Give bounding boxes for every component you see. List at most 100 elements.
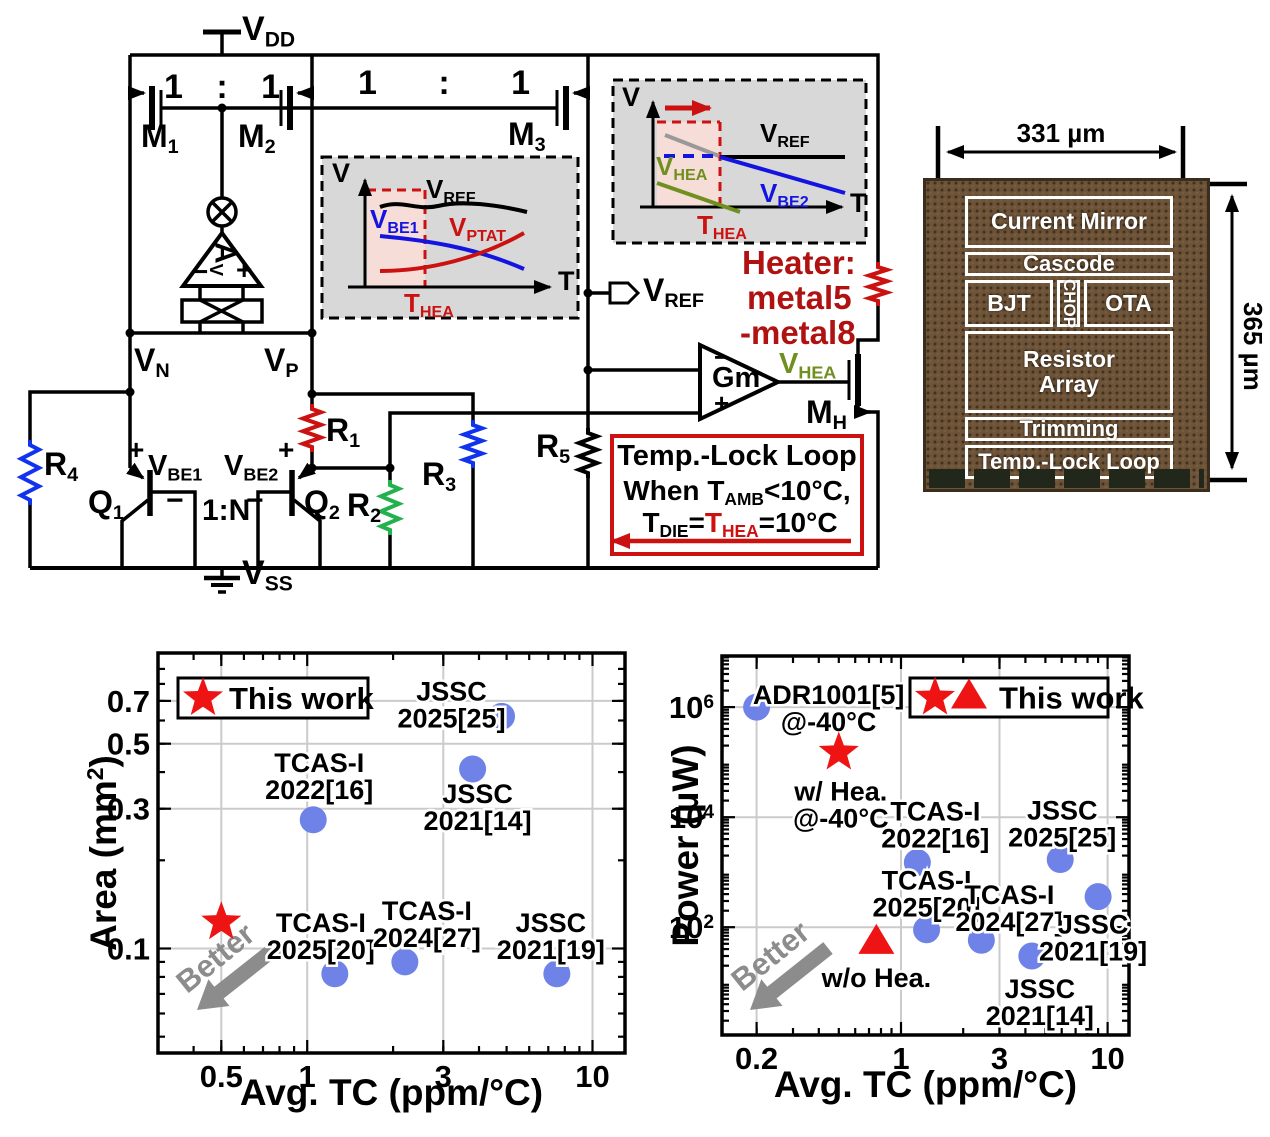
point-label: 2024[27]: [955, 907, 1063, 937]
inset1-t-axis-label: T: [558, 266, 575, 296]
gm-label: Gm: [712, 362, 761, 394]
temp-lock-loop-title: Temp.-Lock Loop: [617, 440, 857, 472]
point-label: TCAS-I: [964, 880, 1054, 910]
inset-graph-heated: [611, 78, 868, 245]
inset-graph-room-temp: [320, 155, 580, 320]
point-label: 2021[14]: [986, 1001, 1094, 1031]
heater-label-line1: Heater:: [742, 244, 856, 281]
point-label: 2025[25]: [397, 703, 505, 733]
plot-border: [156, 651, 627, 1055]
die-block-chop: CHOP: [1057, 279, 1080, 328]
gm-plus-label: +: [714, 388, 730, 418]
x-tick-label: 0.5: [200, 1059, 243, 1094]
vbe2-plus-label: +: [278, 434, 295, 465]
die-height-label: 365 µm: [1238, 302, 1268, 391]
r2-label: R2: [347, 487, 382, 527]
inset1-thea-label: THEA: [404, 288, 454, 321]
r1-resistor: [296, 404, 328, 452]
r5-label: R5: [536, 428, 571, 468]
point-label: @-40°C: [793, 803, 889, 833]
y-axis-label: Power (µW): [665, 744, 706, 946]
av-plus-label: +: [236, 254, 253, 285]
better-arrow: [750, 942, 833, 1010]
x-tick-label: 10: [575, 1059, 609, 1094]
point-label: 2025[25]: [1008, 823, 1116, 853]
q2-label: Q2: [304, 484, 340, 524]
legend-label: This work: [999, 681, 1144, 716]
x-tick-label: 0.2: [735, 1041, 778, 1076]
die-block-bjt: BJT: [965, 280, 1053, 327]
y-tick-label: 0.7: [107, 684, 150, 719]
vref-output-port-icon: [608, 281, 641, 305]
r4-label: R4: [44, 446, 79, 486]
transistors: [126, 86, 872, 516]
inset2-vbe2-label: VBE2: [760, 178, 809, 211]
r5-resistor: [573, 428, 603, 478]
x-tick-label: 10: [1090, 1041, 1124, 1076]
die-block-cascode: Cascode: [965, 251, 1173, 276]
point-label: w/o Hea.: [821, 963, 932, 993]
vref-port-label: VREF: [643, 272, 705, 312]
r3-resistor: [457, 420, 489, 468]
point-label: TCAS-I: [276, 908, 366, 938]
vdd-label: VDD: [242, 10, 296, 52]
point-label: @-40°C: [781, 707, 877, 737]
amplifier-chopper: [179, 196, 783, 423]
inset2-t-axis-label: T: [850, 188, 867, 218]
point-label: 2021[19]: [497, 935, 605, 965]
inset1-vptat-label: VPTAT: [449, 212, 507, 245]
inset1-vref-label: VREF: [426, 174, 476, 207]
y-tick-label: 0.5: [107, 727, 150, 762]
vhea-label: VHEA: [779, 348, 837, 383]
heater-label-line3: -metal8: [740, 314, 856, 351]
inset2-v-axis-label: V: [622, 82, 641, 112]
better-arrow: [197, 940, 283, 1010]
point-this-work: [201, 901, 242, 940]
vhea-line: [656, 181, 741, 214]
junctions: [125, 103, 593, 473]
heater-resistor: [862, 262, 894, 306]
point-label: JSSC: [1027, 796, 1098, 826]
temp-lock-condition-line: When TAMB<10°C,: [623, 475, 851, 510]
y-tick-label: 106: [669, 690, 714, 725]
point-label: w/ Hea.: [793, 776, 887, 806]
point-label: JSSC: [416, 676, 487, 706]
vbe1-plus-label: +: [128, 434, 145, 465]
r4-resistor: [16, 440, 44, 505]
vp-label: VP: [264, 342, 299, 382]
vbe2-label: VBE2: [224, 450, 279, 485]
die-micrograph: Current Mirror Cascode BJT CHOP OTA Resi…: [923, 178, 1210, 492]
vptat-curve: [379, 231, 525, 273]
plot-border: [720, 654, 1131, 1037]
die-block-ota: OTA: [1084, 280, 1173, 327]
y-tick-label: 0.3: [107, 792, 150, 827]
vbe2-minus-label: −: [246, 484, 264, 517]
r2-resistor: [375, 480, 405, 535]
vref-curve: [379, 201, 528, 214]
point-this-work-without-heater: w/o Hea.: [818, 923, 934, 995]
gm-minus-label: −: [714, 342, 730, 372]
x-axis-label: Avg. TC (ppm/°C): [240, 1072, 543, 1113]
av-amplifier: [179, 229, 265, 288]
heater-label-line2: metal5: [747, 279, 852, 316]
x-axis-label: Avg. TC (ppm/°C): [774, 1064, 1077, 1105]
point-label: TCAS-I: [274, 748, 364, 778]
inset1-v-axis-label: V: [332, 158, 351, 188]
point-label: 2025[20]: [267, 935, 375, 965]
point-label: TCAS-I: [882, 866, 972, 896]
point-label: ADR1001[5]: [753, 680, 905, 710]
legend-label: This work: [229, 681, 374, 716]
x-tick-label: 3: [991, 1041, 1008, 1076]
point-label: JSSC: [1005, 974, 1076, 1004]
vbe2-line: [719, 155, 846, 195]
vbe1-label: VBE1: [148, 450, 203, 485]
die-block-current-mirror: Current Mirror: [965, 196, 1173, 248]
